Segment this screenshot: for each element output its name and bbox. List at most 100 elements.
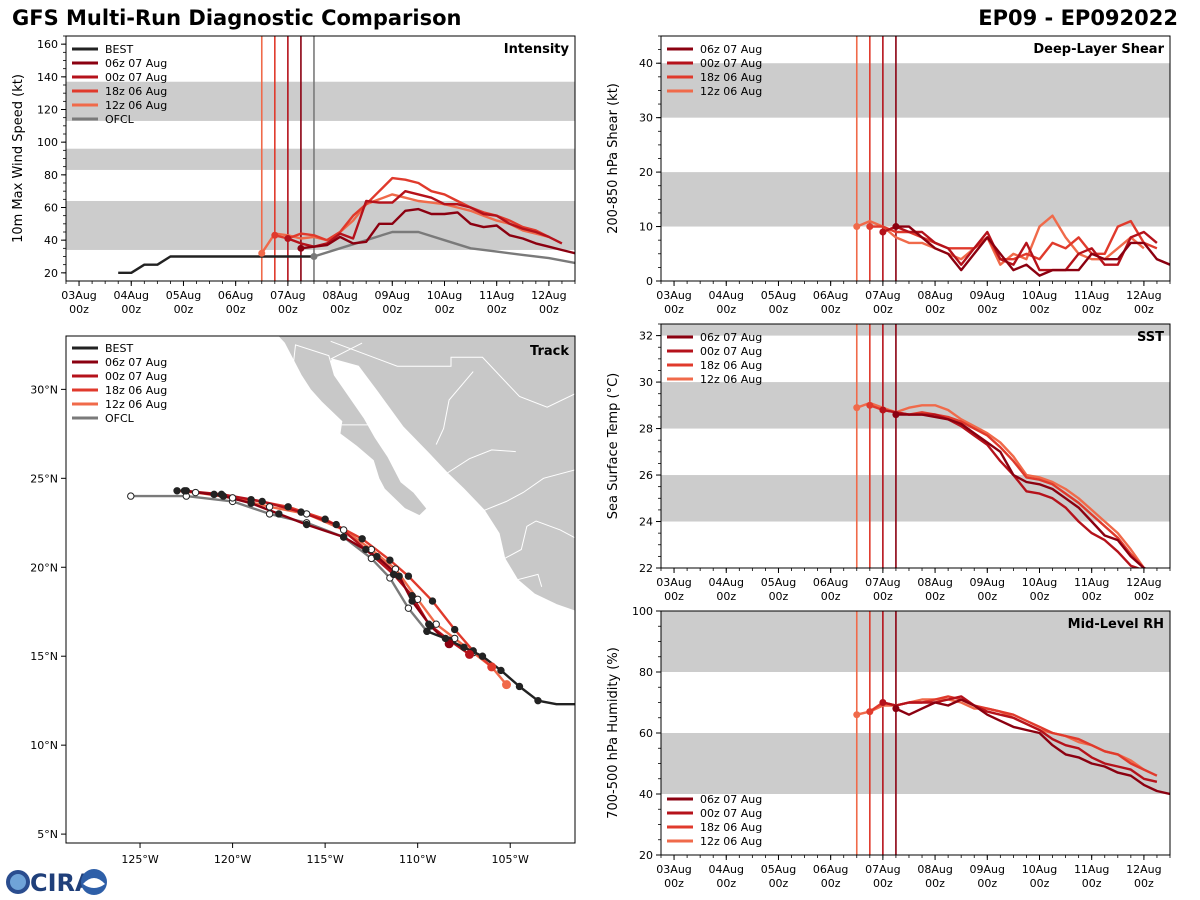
x-tick-label-date: 10Aug [1022, 289, 1057, 302]
series-line-00z-07-aug [882, 695, 1158, 783]
lat-tick-label: 30°N [30, 383, 58, 396]
x-tick-label-hour: 00z [1134, 303, 1154, 316]
legend-label: BEST [105, 342, 133, 355]
x-tick-label-date: 12Aug [1126, 289, 1161, 302]
series-line-06z-07-aug [895, 413, 1148, 568]
track-point [210, 490, 218, 499]
legend-label: 12z 06 Aug [105, 99, 167, 112]
series-line-12z-06-aug [856, 401, 1145, 568]
x-tick-label-date: 08Aug [322, 289, 357, 302]
state-border [484, 469, 575, 511]
track-point [515, 682, 524, 691]
track-point [339, 533, 348, 541]
series-start-marker [310, 253, 318, 260]
x-tick-label-hour: 00z [664, 303, 684, 316]
track-point [423, 627, 431, 636]
y-tick-label: 60 [639, 727, 653, 740]
track-line-12z-06-aug [195, 491, 508, 686]
threshold-band [661, 475, 1170, 522]
track-point [275, 510, 283, 518]
track-point [228, 494, 237, 502]
legend-label: BEST [105, 43, 133, 56]
y-axis-label: 700-500 hPa Humidity (%) [606, 647, 621, 819]
x-tick-label-date: 12Aug [1126, 863, 1161, 876]
x-tick-label-hour: 00z [873, 590, 893, 603]
legend-label: 18z 06 Aug [105, 384, 167, 397]
axes-frame [660, 323, 1171, 569]
x-tick-label-hour: 00z [435, 303, 455, 316]
x-tick-label-date: 09Aug [970, 863, 1005, 876]
baja-peninsula [293, 344, 428, 517]
x-tick-label-date: 03Aug [656, 289, 691, 302]
x-tick-label-date: 07Aug [865, 863, 900, 876]
track-point [332, 520, 340, 529]
x-tick-label-hour: 00z [121, 303, 141, 316]
y-tick-label: 40 [639, 788, 653, 801]
panel-title: SST [1137, 330, 1164, 345]
track-point [502, 680, 512, 690]
x-tick-label-date: 09Aug [375, 289, 410, 302]
legend-label: 18z 06 Aug [700, 359, 762, 372]
track-point [373, 552, 381, 561]
cira-logo: CIRA [6, 869, 107, 897]
state-border [330, 342, 363, 360]
plot-area [66, 36, 575, 281]
series-start-marker [853, 711, 861, 719]
track-point [182, 487, 191, 495]
track-point [302, 520, 311, 529]
panel-rh: 2040608010003Aug00z04Aug00z05Aug00z06Aug… [606, 605, 1171, 890]
state-border [504, 520, 575, 559]
y-tick-label: 40 [44, 234, 58, 247]
series-start-marker [879, 699, 887, 706]
lat-tick-label: 5°N [37, 828, 58, 841]
legend-label: 12z 06 Aug [700, 835, 762, 848]
y-tick-label: 160 [37, 38, 58, 51]
x-tick-label-hour: 00z [925, 303, 945, 316]
track-point [265, 510, 274, 518]
lat-tick-label: 10°N [30, 739, 58, 752]
x-tick-label-date: 03Aug [61, 289, 96, 302]
y-tick-label: 20 [639, 166, 653, 179]
x-tick-label-date: 04Aug [709, 863, 744, 876]
x-tick-label-date: 03Aug [656, 863, 691, 876]
x-tick-label-hour: 00z [664, 877, 684, 890]
legend-label: 18z 06 Aug [700, 821, 762, 834]
series-line-06z-07-aug [300, 207, 575, 255]
x-tick-label-date: 03Aug [656, 576, 691, 589]
track-point [426, 622, 435, 630]
panel-intensity: 2040608010012014016003Aug00z04Aug00z05Au… [11, 35, 576, 316]
x-tick-label-hour: 00z [664, 590, 684, 603]
panel-sst: 22242628303203Aug00z04Aug00z05Aug00z06Au… [606, 323, 1171, 603]
y-tick-label: 24 [639, 516, 653, 529]
legend-label: 00z 07 Aug [700, 345, 762, 358]
series-start-marker [284, 235, 292, 243]
y-tick-label: 80 [639, 666, 653, 679]
track-point [173, 487, 181, 495]
x-tick-label-date: 04Aug [114, 289, 149, 302]
panel-shear: 01020304003Aug00z04Aug00z05Aug00z06Aug00… [606, 35, 1171, 316]
storm-id: EP09 - EP092022 [978, 6, 1178, 30]
y-tick-label: 0 [646, 275, 653, 288]
x-tick-label-hour: 00z [821, 590, 841, 603]
x-tick-label-hour: 00z [1030, 877, 1050, 890]
y-tick-label: 60 [44, 202, 58, 215]
x-tick-label-hour: 00z [382, 303, 402, 316]
series-start-marker [866, 401, 874, 409]
y-tick-label: 80 [44, 169, 58, 182]
x-tick-label-date: 07Aug [270, 289, 305, 302]
track-point [428, 597, 437, 605]
track-point [534, 696, 542, 705]
x-tick-label-date: 12Aug [1126, 576, 1161, 589]
track-point [258, 497, 266, 506]
track-point [219, 492, 228, 500]
y-tick-label: 30 [639, 376, 653, 389]
x-tick-label-hour: 00z [821, 303, 841, 316]
legend-label: 06z 07 Aug [700, 793, 762, 806]
series-start-marker [853, 404, 861, 412]
x-tick-label-hour: 00z [539, 303, 559, 316]
x-tick-label-date: 12Aug [531, 289, 566, 302]
series-start-marker [866, 708, 874, 716]
track-point [339, 526, 348, 534]
legend-label: 12z 06 Aug [700, 85, 762, 98]
x-tick-label-hour: 00z [769, 303, 789, 316]
